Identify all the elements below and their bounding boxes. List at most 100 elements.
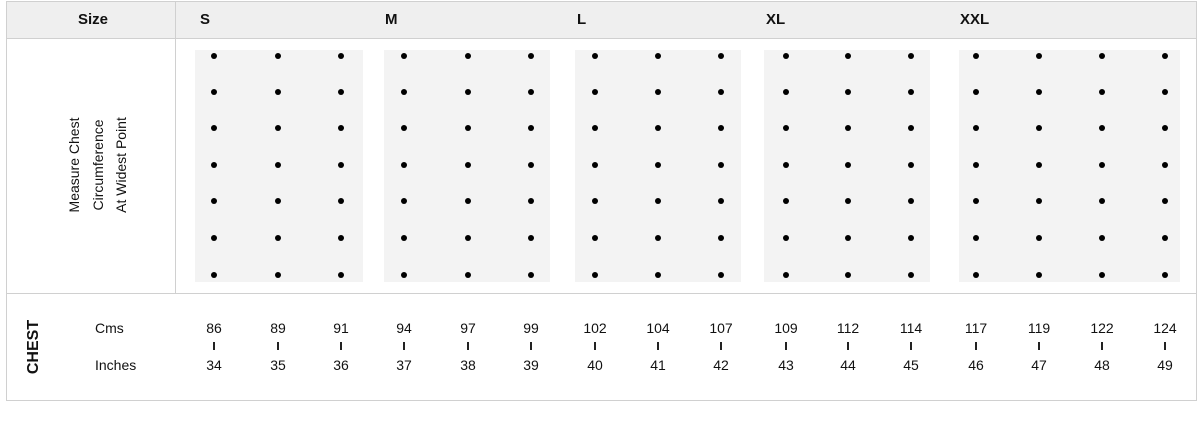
dot-marker [718,272,724,278]
inches-value: 38 [460,357,476,373]
dot-marker [908,89,914,95]
cms-value: 112 [836,320,860,336]
cms-label: Cms [95,320,124,336]
dot-marker [845,198,851,204]
separator-tick [1101,342,1103,350]
chest-label: CHEST [25,319,42,375]
dot-marker [655,53,661,59]
dot-marker [401,235,407,241]
cms-value: 94 [396,320,412,336]
dot-marker [465,53,471,59]
header-row [7,2,1196,39]
dot-marker [592,198,598,204]
inches-value: 44 [840,357,856,373]
dot-marker [1162,235,1168,241]
cms-value: 119 [1027,320,1051,336]
dot-marker [592,89,598,95]
dot-marker [275,89,281,95]
dot-marker [1036,125,1042,131]
dot-marker [1036,198,1042,204]
dot-marker [1099,235,1105,241]
inches-label: Inches [95,357,137,373]
dot-marker [401,89,407,95]
dot-marker [1162,272,1168,278]
dot-marker [211,198,217,204]
size-label-s: S [200,11,211,28]
instruction-line: Circumference [90,119,106,211]
dot-marker [465,198,471,204]
dot-marker [401,125,407,131]
dot-marker [592,53,598,59]
cms-value: 86 [206,320,222,336]
instruction-line: Measure Chest [66,117,82,213]
cms-value: 89 [270,320,286,336]
dot-marker [211,162,217,168]
dot-marker [973,162,979,168]
dot-marker [401,272,407,278]
size-header-label: Size [78,11,109,28]
dot-marker [845,162,851,168]
cms-value: 104 [646,320,670,336]
inches-value: 41 [650,357,666,373]
dot-marker [718,235,724,241]
dot-marker [845,235,851,241]
cms-value: 117 [964,320,988,336]
dot-marker [338,125,344,131]
dot-marker [718,125,724,131]
dot-marker [465,125,471,131]
dot-marker [1162,125,1168,131]
separator-tick [467,342,469,350]
dot-marker [211,89,217,95]
dot-marker [338,53,344,59]
separator-tick [785,342,787,350]
inches-value: 40 [587,357,603,373]
cms-value: 91 [333,320,349,336]
dot-marker [908,162,914,168]
dot-marker [655,272,661,278]
dot-marker [275,198,281,204]
dot-marker [401,53,407,59]
dot-marker [1099,272,1105,278]
dot-marker [465,89,471,95]
dot-marker [1099,198,1105,204]
dot-marker [211,53,217,59]
dot-marker [655,125,661,131]
inches-value: 46 [968,357,984,373]
dot-marker [783,272,789,278]
dot-marker [592,125,598,131]
size-label-m: M [385,11,398,28]
dot-marker [718,89,724,95]
dot-marker [845,272,851,278]
inches-value: 42 [713,357,729,373]
dot-marker [338,198,344,204]
size-block-xxl [959,50,1180,282]
dot-marker [1036,235,1042,241]
separator-tick [530,342,532,350]
dot-marker [275,272,281,278]
dot-marker [465,272,471,278]
inches-value: 37 [396,357,412,373]
separator-tick [847,342,849,350]
column-divider [175,2,176,294]
dot-marker [592,162,598,168]
cms-value: 99 [523,320,539,336]
cms-value: 107 [709,320,733,336]
dot-marker [1036,272,1042,278]
dot-marker [528,198,534,204]
separator-tick [213,342,215,350]
dot-marker [528,125,534,131]
separator-tick [910,342,912,350]
size-label-xl: XL [766,11,786,28]
dot-marker [718,162,724,168]
dot-marker [718,53,724,59]
cms-value: 109 [774,320,798,336]
dot-marker [592,235,598,241]
dot-marker [465,235,471,241]
dot-marker [528,235,534,241]
separator-tick [1164,342,1166,350]
dot-marker [528,162,534,168]
dot-marker [1162,89,1168,95]
size-label-l: L [577,11,587,28]
dot-marker [1036,53,1042,59]
cms-value: 122 [1090,320,1114,336]
